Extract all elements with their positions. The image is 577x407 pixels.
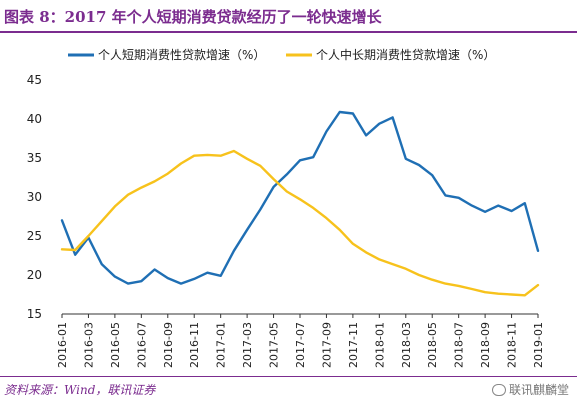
x-tick-label: 2017-03 — [241, 322, 254, 368]
x-tick-label: 2016-11 — [188, 322, 201, 368]
series-line-1 — [60, 149, 540, 297]
watermark: 联讯麒麟堂 — [491, 381, 569, 398]
x-tick-label: 2016-09 — [162, 322, 175, 368]
x-tick-label: 2017-07 — [294, 322, 307, 368]
x-tick-label: 2016-05 — [109, 322, 122, 368]
x-tick-label: 2018-09 — [479, 322, 492, 368]
x-tick-label: 2017-05 — [268, 322, 281, 368]
chart-title: 图表 8：2017 年个人短期消费贷款经历了一轮快速增长 — [4, 8, 382, 26]
y-tick-label: 20 — [27, 268, 42, 282]
source-note: 资料来源：Wind，联讯证券 — [4, 383, 156, 397]
x-tick-label: 2019-01 — [532, 322, 545, 368]
x-tick-label: 2016-07 — [135, 322, 148, 368]
y-tick-label: 15 — [27, 307, 42, 321]
x-tick-label: 2018-05 — [426, 322, 439, 368]
y-tick-label: 45 — [27, 73, 42, 87]
chart-series — [60, 110, 540, 297]
x-tick-label: 2016-01 — [56, 322, 69, 368]
x-tick-label: 2018-11 — [506, 322, 519, 368]
x-tick-label: 2016-03 — [82, 322, 95, 368]
x-tick-label: 2017-01 — [215, 322, 228, 368]
footer-divider — [0, 376, 577, 377]
series-line-0 — [60, 110, 540, 285]
legend-label: 个人中长期消费性贷款增速（%） — [316, 47, 495, 62]
chart-axes: 15 20 25 30 35 40 45 2016-01 2016-03 2016-05 2016-… — [27, 73, 545, 368]
x-tick-label: 2017-09 — [320, 322, 333, 368]
y-tick-label: 40 — [27, 112, 42, 126]
watermark-label: 联讯麒麟堂 — [508, 383, 569, 397]
y-tick-label: 25 — [27, 229, 42, 243]
x-tick-label: 2018-01 — [373, 322, 386, 368]
x-tick-label: 2018-07 — [453, 322, 466, 368]
legend-label: 个人短期消费性贷款增速（%） — [98, 48, 265, 62]
x-tick-label: 2017-11 — [347, 322, 360, 368]
title-divider — [0, 31, 577, 33]
wechat-icon — [491, 384, 506, 396]
y-tick-label: 30 — [27, 190, 42, 204]
y-tick-label: 35 — [27, 151, 42, 165]
chart-legend: 个人短期消费性贷款增速（%） 个人中长期消费性贷款增速（%） — [68, 47, 495, 62]
x-tick-label: 2018-03 — [400, 322, 413, 368]
